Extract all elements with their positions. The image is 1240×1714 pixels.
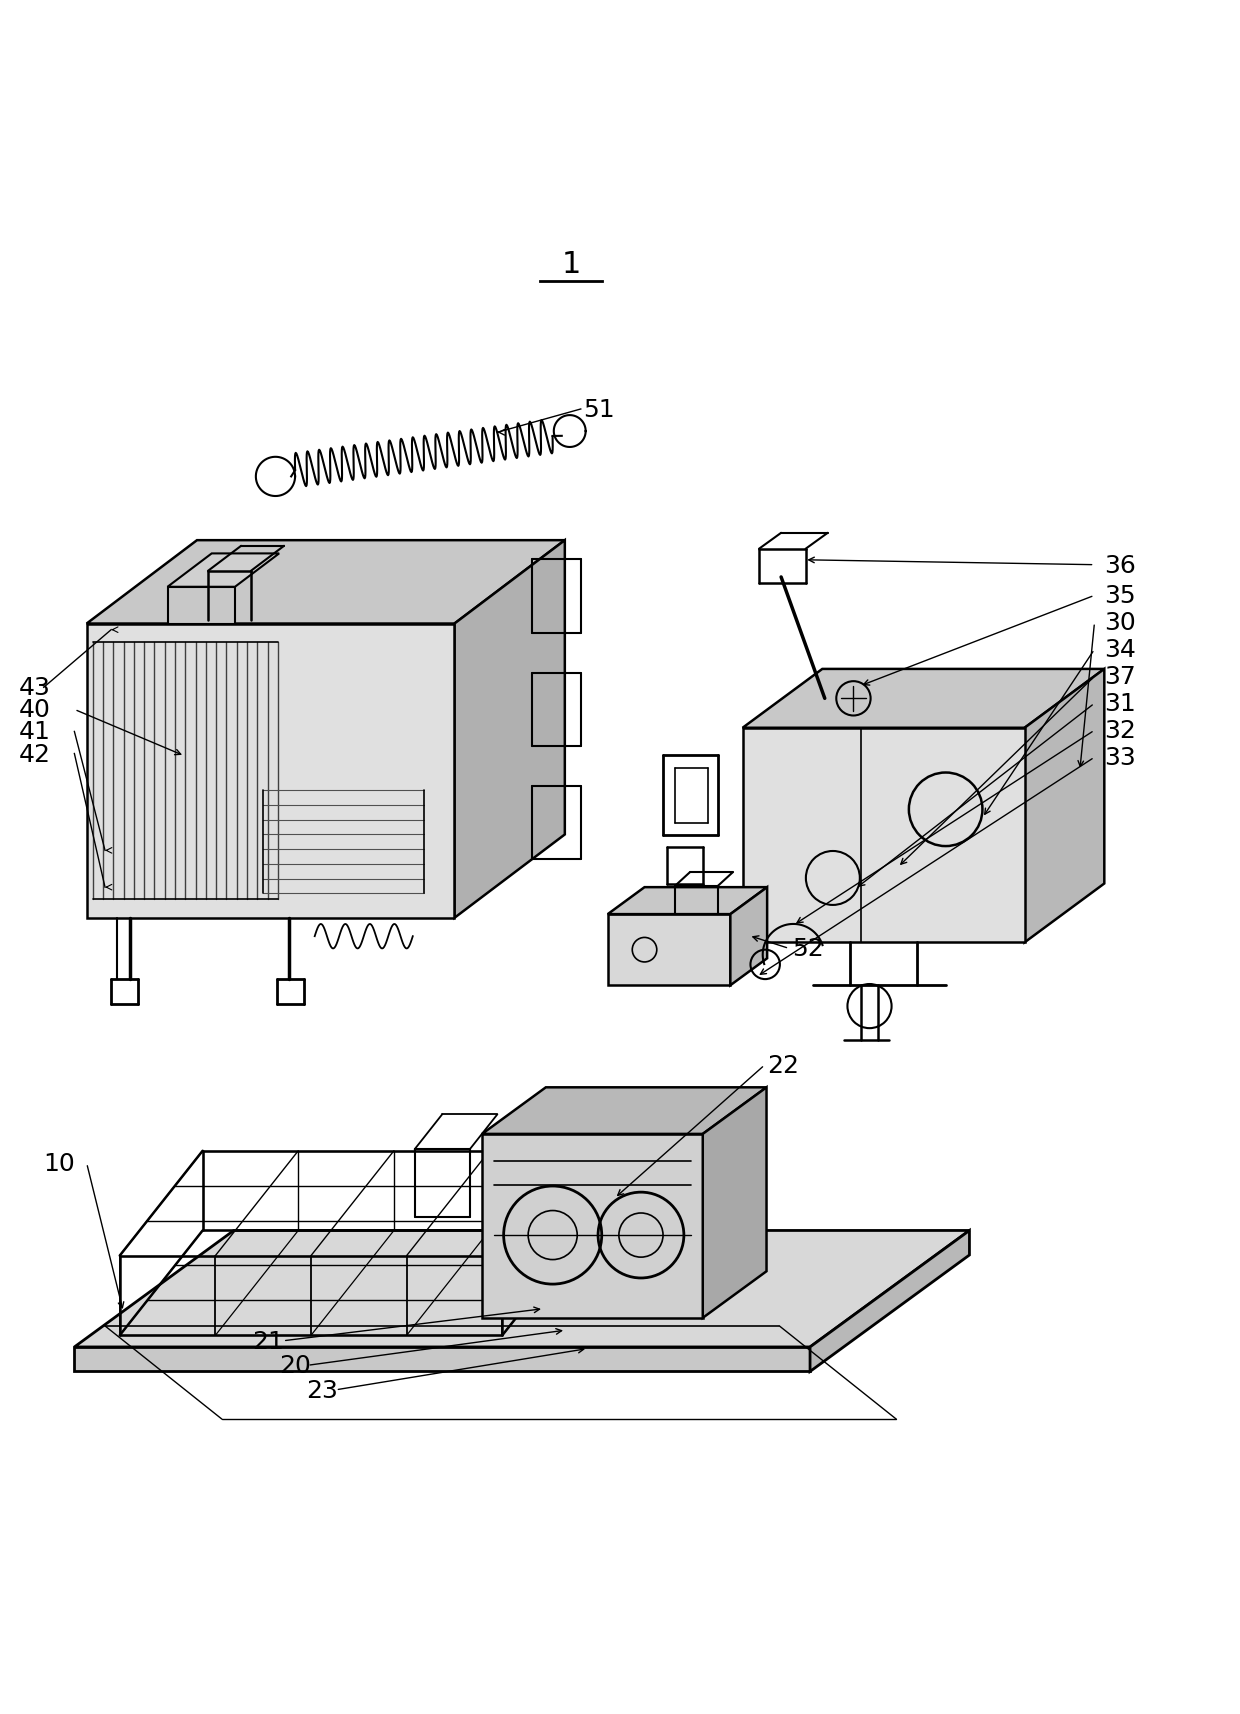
Text: 41: 41 [19, 720, 51, 744]
Polygon shape [1024, 670, 1105, 943]
Text: 52: 52 [791, 938, 823, 962]
Text: 22: 22 [768, 1054, 799, 1078]
Polygon shape [455, 542, 565, 919]
Polygon shape [743, 670, 1105, 728]
Text: 1: 1 [562, 250, 580, 279]
Polygon shape [703, 1088, 766, 1318]
Text: 36: 36 [1105, 554, 1136, 578]
Text: 33: 33 [1105, 746, 1136, 770]
Text: 10: 10 [43, 1152, 76, 1176]
Polygon shape [74, 1347, 810, 1371]
Text: 40: 40 [19, 698, 51, 722]
Polygon shape [87, 542, 565, 624]
Text: 30: 30 [1105, 610, 1136, 634]
Text: 32: 32 [1105, 718, 1136, 742]
Polygon shape [167, 588, 236, 624]
Polygon shape [482, 1135, 703, 1318]
Text: 34: 34 [1105, 638, 1136, 662]
Text: 20: 20 [279, 1354, 311, 1378]
Text: 23: 23 [306, 1378, 339, 1402]
Text: 35: 35 [1105, 584, 1136, 608]
Polygon shape [74, 1231, 970, 1347]
Polygon shape [608, 888, 768, 915]
Text: 43: 43 [19, 675, 51, 699]
Text: 37: 37 [1105, 665, 1136, 689]
Text: 21: 21 [252, 1328, 284, 1352]
Polygon shape [87, 624, 455, 919]
Polygon shape [608, 915, 730, 986]
Text: 51: 51 [583, 398, 615, 422]
Text: 31: 31 [1105, 692, 1136, 716]
Polygon shape [743, 728, 1024, 943]
Polygon shape [810, 1231, 970, 1371]
Text: 42: 42 [19, 742, 51, 766]
Polygon shape [730, 888, 768, 986]
Polygon shape [167, 554, 279, 588]
Polygon shape [482, 1088, 766, 1135]
